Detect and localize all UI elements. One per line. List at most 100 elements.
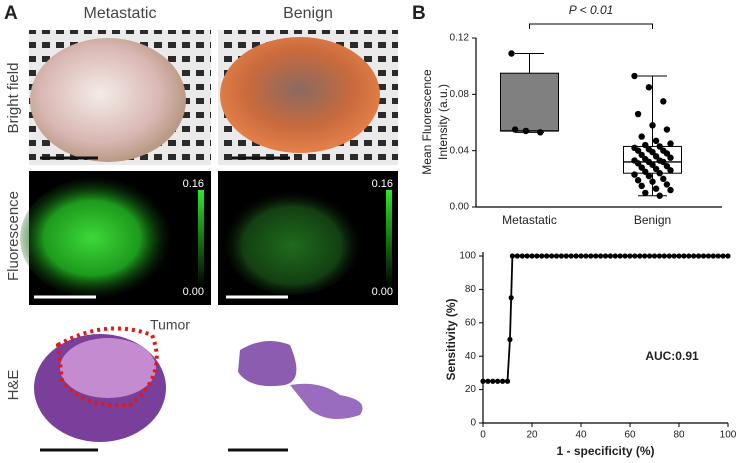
x-tick-label: Metastatic [502,213,557,227]
data-point [696,253,702,259]
y-axis-label: Mean Fluorescence [420,69,434,175]
colorbar [386,190,392,288]
data-point [649,122,656,129]
annotation: Tumor [150,317,190,333]
data-point [666,253,672,259]
data-point [544,253,550,259]
data-point [490,378,496,384]
fluorescence [222,185,362,295]
data-point [700,253,707,259]
box-chart: 0.00 0.04 0.08 0.12 Mean Fluorescence Intensi… [420,3,722,227]
data-point [652,165,660,173]
data-point [519,253,525,259]
data-point [656,170,663,177]
fluorescence [20,176,180,300]
tissue-section [238,341,297,387]
data-point [634,147,642,154]
data-point [656,192,663,199]
data-point [642,253,648,259]
data-point [652,153,660,160]
data-point [508,50,515,57]
data-point [660,175,667,183]
panel-a: A Metastatic Benign Bright field Fluores… [4,3,398,452]
data-point [667,186,674,194]
y-tick-label: 100 [459,251,476,262]
data-point [638,164,645,171]
colorbar [198,190,204,288]
panel-label: A [4,3,18,24]
data-point [638,182,645,190]
data-point [647,253,653,259]
data-point [645,84,653,91]
y-tick-label: 0.00 [450,202,470,213]
data-point [568,253,574,259]
data-point [663,126,671,133]
x-tick-label: 80 [673,430,685,441]
data-point [634,160,642,167]
data-point [634,110,642,118]
data-point [649,178,656,185]
data-point [607,253,614,259]
data-point [534,253,540,259]
data-point [637,253,643,259]
x-axis-label: 1 - specificity (%) [556,444,654,458]
data-point [642,168,649,175]
data-point [691,253,697,259]
data-point [549,253,555,259]
data-point [649,148,656,156]
y-tick-label: 60 [465,317,477,328]
data-point [663,162,671,170]
data-point [667,154,674,161]
data-point [642,189,649,197]
data-point [588,253,594,259]
y-tick-label: 80 [465,284,477,295]
data-point [553,253,560,259]
x-tick-label: 40 [575,430,587,441]
data-point [524,253,530,259]
data-point [537,129,544,136]
data-point [681,253,687,259]
data-point [529,253,535,259]
colorbar-label: 0.16 [183,178,204,190]
row-heading: Fluorescence [5,191,22,281]
data-point [720,253,726,259]
x-tick-label: 0 [480,430,486,441]
row-heading: Bright field [5,63,22,134]
annotation: P < 0.01 [569,3,614,17]
data-point [508,295,514,301]
data-point [638,151,645,159]
data-point [602,253,609,259]
data-point [480,378,486,384]
data-point [676,253,682,259]
colorbar-label: 0.00 [372,286,393,298]
data-point [649,161,656,168]
data-point [507,336,513,343]
tissue-section [60,338,156,398]
tissue [220,37,380,153]
y-tick-label: 20 [465,384,477,395]
data-point [725,253,731,259]
data-point [667,140,674,147]
data-point [622,253,628,259]
data-point [661,253,667,259]
x-tick-label: 100 [720,430,737,441]
data-point [638,133,645,140]
column-heading: Metastatic [84,5,157,22]
data-point [642,141,649,149]
y-tick-label: 40 [465,351,477,362]
data-point [504,378,511,384]
data-point [511,126,519,133]
box [500,72,559,132]
column-heading: Benign [283,5,333,22]
y-axis-label: Intensity (a.u.) [436,84,450,160]
data-point [663,150,671,157]
row-heading: H&E [5,370,22,401]
y-tick-label: 0 [470,418,476,429]
data-point [522,127,530,135]
data-point [651,253,658,259]
data-point [598,253,604,259]
data-point [710,253,716,259]
annotation: AUC:0.91 [645,349,699,363]
data-point [667,167,674,174]
